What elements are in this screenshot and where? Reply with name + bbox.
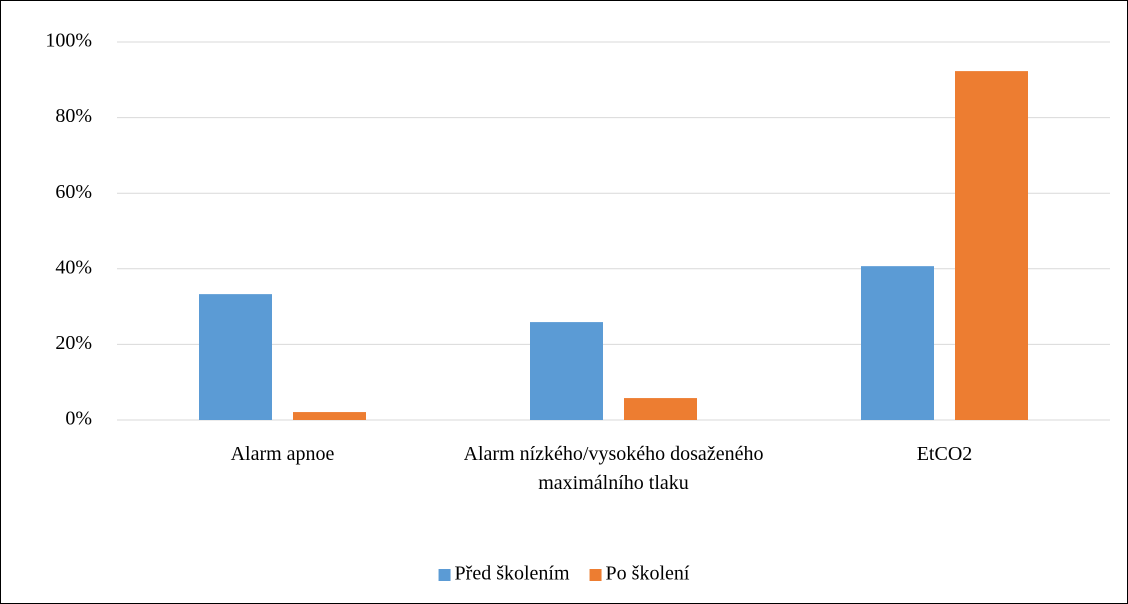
y-tick-label: 40% (55, 256, 92, 278)
x-tick-label-box: EtCO2 (916, 443, 973, 465)
y-tick-label: 100% (45, 30, 92, 52)
bar (624, 398, 697, 420)
x-tick-label: Alarm apnoe (230, 443, 335, 465)
y-tick-label: 60% (55, 181, 92, 203)
bar (861, 266, 934, 420)
bar (199, 294, 272, 420)
y-tick-label: 80% (55, 105, 92, 127)
x-tick-label-box: Alarm nízkého/vysokého dosaženého maximá… (463, 443, 764, 494)
legend-swatch (589, 569, 602, 581)
y-tick-label: 0% (65, 408, 92, 430)
y-tick-label: 20% (55, 332, 92, 354)
x-tick-label: EtCO2 (916, 443, 973, 465)
legend-label: Po školení (606, 563, 690, 585)
bar (293, 412, 366, 420)
x-tick-label: Alarm nízkého/vysokého dosaženého maximá… (463, 443, 764, 494)
bar (530, 322, 603, 420)
legend-label: Před školením (455, 563, 570, 585)
bar (955, 71, 1028, 420)
x-tick-label-box: Alarm apnoe (230, 443, 335, 465)
legend-swatch (438, 569, 451, 581)
